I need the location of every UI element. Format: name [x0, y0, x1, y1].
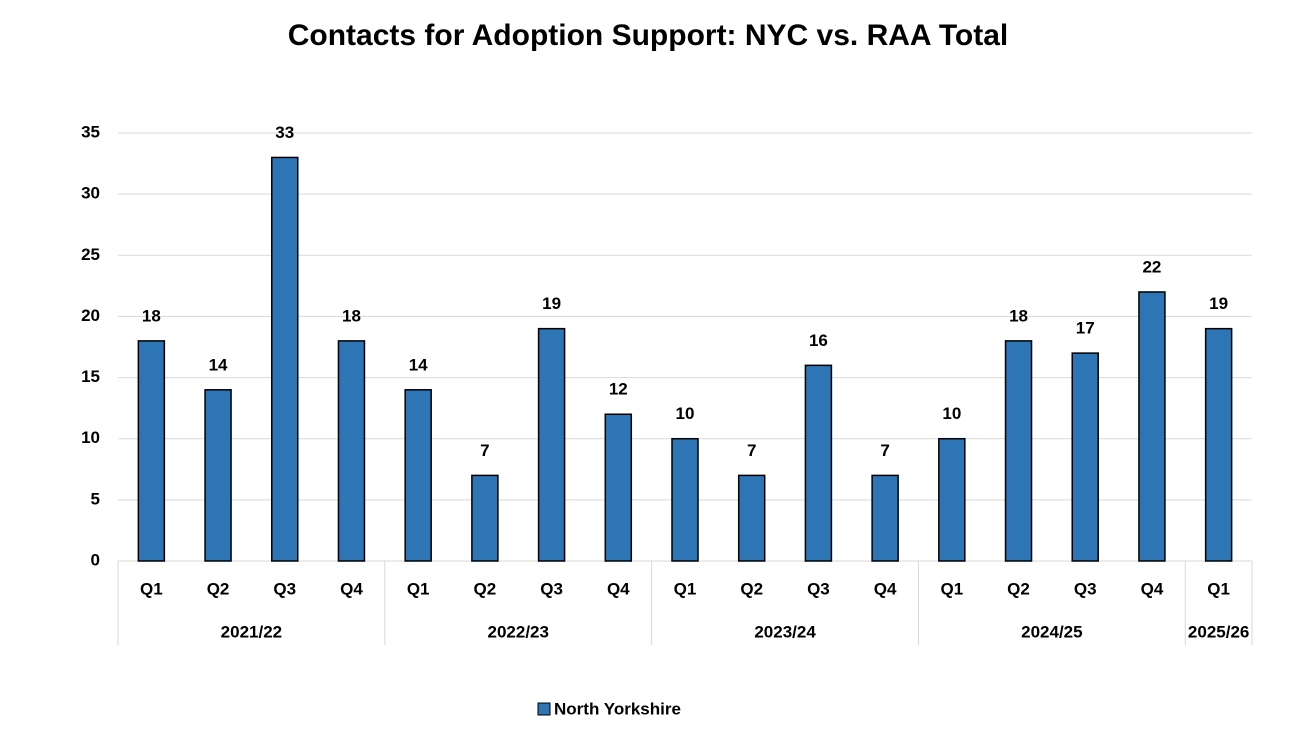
group-label: 2021/22 [221, 622, 282, 641]
x-tick-label: Q4 [1141, 579, 1164, 598]
y-tick-label: 10 [81, 428, 100, 447]
bar [271, 156, 299, 562]
group-label: 2023/24 [754, 622, 816, 641]
y-tick-label: 35 [81, 122, 100, 141]
y-tick-label: 20 [81, 306, 100, 325]
bar [137, 340, 166, 562]
group-label: 2022/23 [488, 622, 549, 641]
x-tick-label: Q3 [807, 579, 830, 598]
value-label: 18 [1009, 306, 1028, 325]
bar [804, 364, 833, 562]
bar [537, 327, 566, 562]
value-label: 22 [1142, 257, 1161, 276]
bar [1138, 291, 1166, 562]
bar [1071, 352, 1099, 562]
x-tick-label: Q4 [607, 579, 630, 598]
value-label: 18 [142, 306, 161, 325]
bar [938, 437, 966, 562]
bar [737, 474, 766, 562]
value-label: 19 [542, 294, 561, 313]
bar [871, 474, 899, 562]
y-tick-label: 5 [91, 489, 100, 508]
value-label: 7 [880, 441, 889, 460]
x-tick-label: Q2 [207, 579, 230, 598]
bar [671, 437, 699, 562]
x-tick-label: Q3 [1074, 579, 1097, 598]
x-tick-label: Q2 [740, 579, 763, 598]
bar [404, 389, 432, 562]
legend-label: North Yorkshire [554, 699, 681, 718]
value-label: 33 [275, 123, 294, 142]
value-label: 7 [747, 441, 756, 460]
value-label: 16 [809, 331, 828, 350]
bar [1204, 327, 1233, 562]
value-label: 12 [609, 380, 628, 399]
bar [337, 340, 366, 562]
group-label: 2024/25 [1021, 622, 1082, 641]
x-tick-label: Q1 [140, 579, 163, 598]
y-tick-label: 0 [91, 550, 100, 569]
bar [604, 413, 633, 562]
y-tick-label: 25 [81, 245, 100, 264]
bar [204, 389, 232, 562]
value-label: 14 [209, 355, 228, 374]
value-label: 7 [480, 441, 489, 460]
value-label: 19 [1209, 294, 1228, 313]
x-tick-label: Q2 [474, 579, 497, 598]
x-tick-label: Q4 [874, 579, 897, 598]
x-tick-label: Q3 [540, 579, 563, 598]
y-tick-label: 30 [81, 184, 100, 203]
bar [471, 474, 499, 562]
x-tick-label: Q1 [407, 579, 430, 598]
x-tick-label: Q1 [674, 579, 697, 598]
value-label: 10 [676, 404, 695, 423]
bar [1004, 340, 1033, 562]
value-label: 17 [1076, 319, 1095, 338]
x-tick-label: Q1 [940, 579, 963, 598]
x-tick-label: Q4 [340, 579, 363, 598]
group-label: 2025/26 [1188, 622, 1249, 641]
y-tick-label: 15 [81, 367, 100, 386]
legend-swatch [537, 702, 551, 716]
x-tick-label: Q1 [1207, 579, 1230, 598]
x-tick-label: Q2 [1007, 579, 1030, 598]
chart-title: Contacts for Adoption Support: NYC vs. R… [288, 19, 1009, 52]
value-label: 14 [409, 355, 428, 374]
value-label: 10 [942, 404, 961, 423]
x-tick-label: Q3 [273, 579, 296, 598]
value-label: 18 [342, 306, 361, 325]
